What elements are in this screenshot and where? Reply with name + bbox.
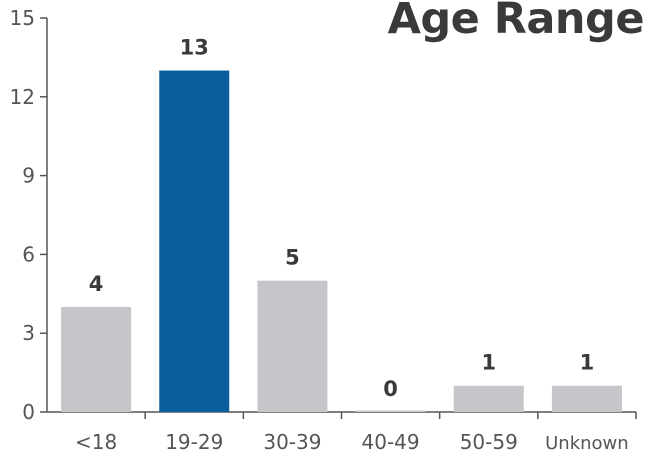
x-tick-label: 40-49 (362, 430, 420, 454)
chart-title: Age Range (387, 0, 645, 44)
x-tick-label: 19-29 (165, 430, 223, 454)
y-tick-label: 3 (22, 321, 35, 345)
bar (453, 385, 524, 412)
bar (159, 70, 230, 413)
x-tick-label: <18 (75, 430, 117, 454)
bar (551, 385, 622, 412)
y-tick-label: 15 (10, 6, 35, 30)
x-tick-label: Unknown (545, 433, 629, 454)
y-tick-label: 0 (22, 400, 35, 424)
bar-value-label: 0 (383, 377, 398, 401)
bar (355, 410, 426, 412)
y-tick-label: 6 (22, 242, 35, 266)
y-tick-label: 12 (10, 85, 35, 109)
bar (61, 306, 132, 412)
bar-value-label: 1 (580, 351, 595, 375)
x-tick-label: 50-59 (460, 430, 518, 454)
y-tick-label: 9 (22, 164, 35, 188)
bar-value-label: 1 (481, 351, 496, 375)
bar-value-label: 4 (89, 272, 104, 296)
x-tick-label: 30-39 (263, 430, 321, 454)
bar-value-label: 5 (285, 246, 300, 270)
bar-value-label: 13 (180, 36, 209, 60)
bar (257, 280, 328, 412)
